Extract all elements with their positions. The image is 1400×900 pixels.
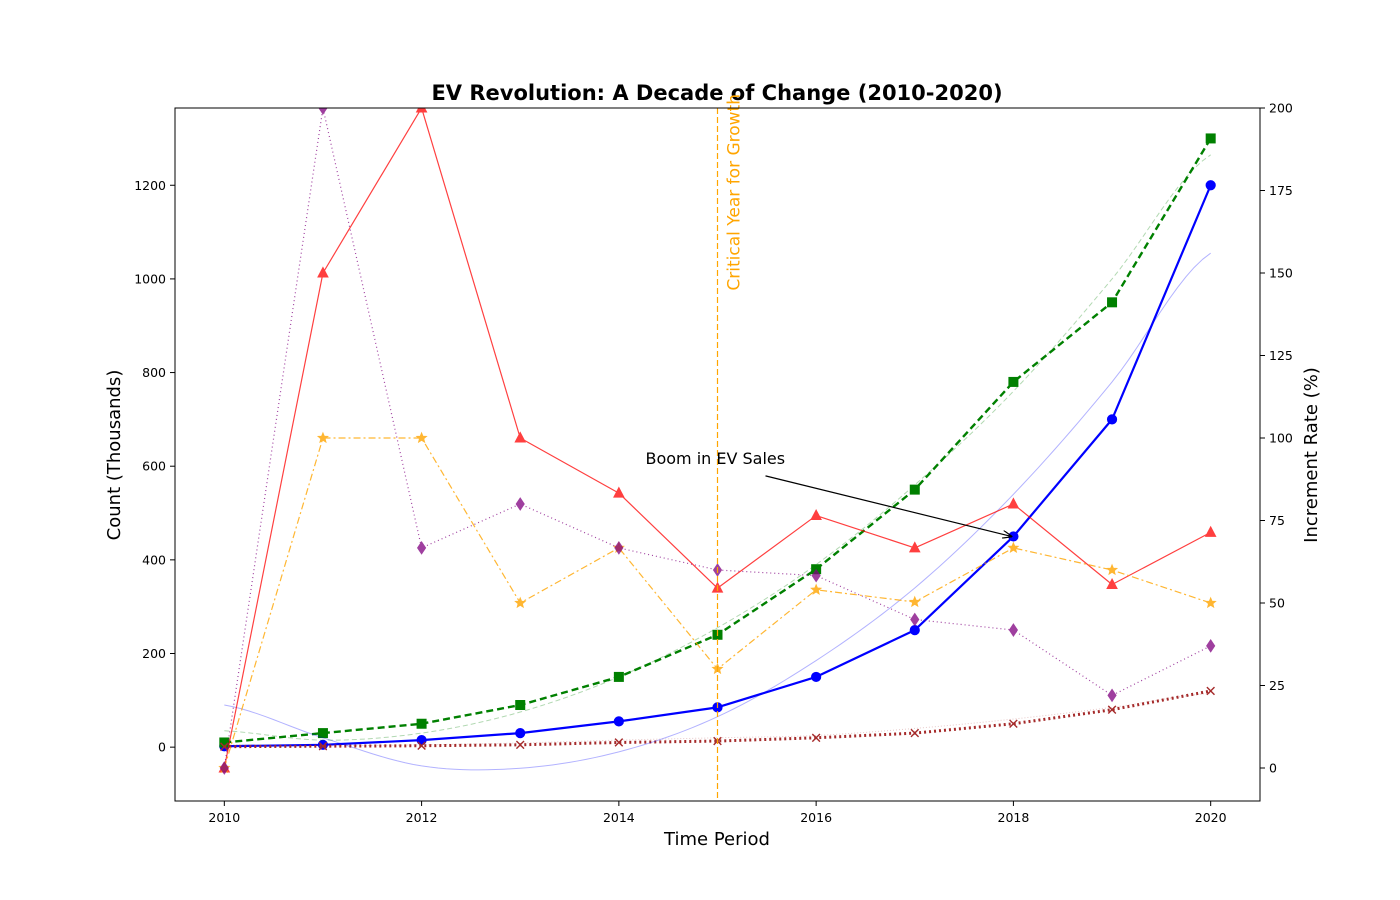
data-point [811, 671, 822, 683]
critical-year-label: Critical Year for Growth [725, 94, 745, 291]
data-point [1107, 705, 1117, 714]
data-point [417, 741, 426, 751]
data-point [614, 738, 624, 747]
x-tick-label: 2014 [603, 810, 635, 825]
data-point [1007, 497, 1020, 509]
data-point [416, 735, 427, 746]
chart-title: EV Revolution: A Decade of Change (2010-… [431, 81, 1002, 105]
y-left-tick-label: 800 [142, 365, 166, 380]
data-point [1107, 688, 1117, 703]
data-point [317, 728, 328, 739]
data-point [910, 728, 920, 738]
data-point [316, 431, 329, 444]
x-axis-title: Time Period [663, 829, 770, 850]
y-right-tick-label: 75 [1269, 513, 1285, 528]
x-tick-label: 2012 [406, 810, 438, 825]
data-point [219, 761, 229, 775]
y-left-tick-label: 1000 [134, 271, 166, 286]
y-right-tick-label: 200 [1269, 101, 1293, 116]
data-point [1206, 686, 1215, 696]
y-right-tick-label: 150 [1269, 266, 1293, 281]
data-point [910, 612, 920, 627]
data-point [1008, 376, 1019, 387]
y-left-tick-label: 0 [158, 740, 166, 755]
y-right-tick-label: 0 [1269, 761, 1277, 776]
y-axis-right-title: Increment Rate (%) [1301, 367, 1322, 543]
data-point [614, 540, 624, 555]
data-point [416, 718, 427, 729]
data-point [514, 596, 527, 609]
data-point [1204, 596, 1217, 609]
data-point [1107, 297, 1118, 308]
data-point [514, 431, 527, 443]
data-point [613, 671, 624, 682]
data-point [416, 540, 427, 555]
data-point [613, 486, 625, 498]
y-left-tick-label: 600 [142, 459, 166, 474]
data-point [1007, 541, 1020, 554]
x-tick-label: 2018 [998, 810, 1030, 825]
data-point [1106, 414, 1118, 425]
data-point [908, 595, 921, 608]
data-point [811, 568, 821, 583]
data-point [415, 431, 428, 444]
series-line [224, 252, 1211, 771]
data-point [317, 266, 329, 278]
y-left-tick-label: 1200 [134, 178, 166, 193]
overlay-layer: Critical Year for Growth Boom in EV Sales [645, 94, 1011, 801]
data-point [515, 700, 526, 711]
data-point [220, 742, 229, 751]
y-right-tick-label: 175 [1269, 183, 1293, 198]
axes-layer: 2010 2012 2014 2016 2018 2020 0 200 400 600 800 100… [134, 101, 1293, 826]
data-point [811, 733, 821, 743]
data-point [1205, 180, 1216, 191]
data-point [908, 541, 921, 553]
y-right-tick-label: 50 [1269, 596, 1285, 611]
data-point [1106, 577, 1118, 590]
data-point [810, 583, 823, 595]
annotation-label: Boom in EV Sales [645, 449, 785, 468]
y-axis-left-title: Count (Thousands) [104, 370, 125, 541]
series [219, 108, 1216, 775]
data-point [909, 484, 920, 495]
x-tick-label: 2010 [208, 810, 240, 825]
data-point [1106, 563, 1119, 576]
plot-frame [174, 107, 1261, 802]
y-right-tick-label: 25 [1269, 678, 1285, 693]
annotation-arrow [765, 475, 1011, 537]
data-point [318, 108, 328, 115]
data-point [810, 508, 822, 521]
trend-line [224, 154, 1211, 741]
data-point [1204, 525, 1217, 537]
data-point [515, 497, 525, 511]
trend-line [224, 692, 1211, 747]
series-line [224, 154, 1211, 741]
data-point [1205, 133, 1216, 144]
y-left-tick-label: 200 [142, 646, 166, 661]
data-point [613, 716, 624, 727]
data-point [515, 740, 525, 750]
data-point [1008, 623, 1019, 637]
x-tick-label: 2016 [800, 810, 832, 825]
series-line [223, 108, 1211, 769]
data-point [318, 741, 328, 751]
y-right-tick-label: 100 [1269, 431, 1293, 446]
data-point [1009, 719, 1018, 729]
y-left-tick-label: 400 [142, 552, 166, 567]
y-right-tick-label: 125 [1269, 348, 1293, 363]
data-point [415, 108, 428, 113]
trend-line [224, 252, 1211, 771]
series-line [224, 692, 1211, 747]
data-point [1206, 638, 1216, 653]
data-point [515, 728, 526, 739]
x-tick-label: 2020 [1195, 810, 1227, 825]
data-point [909, 624, 920, 636]
